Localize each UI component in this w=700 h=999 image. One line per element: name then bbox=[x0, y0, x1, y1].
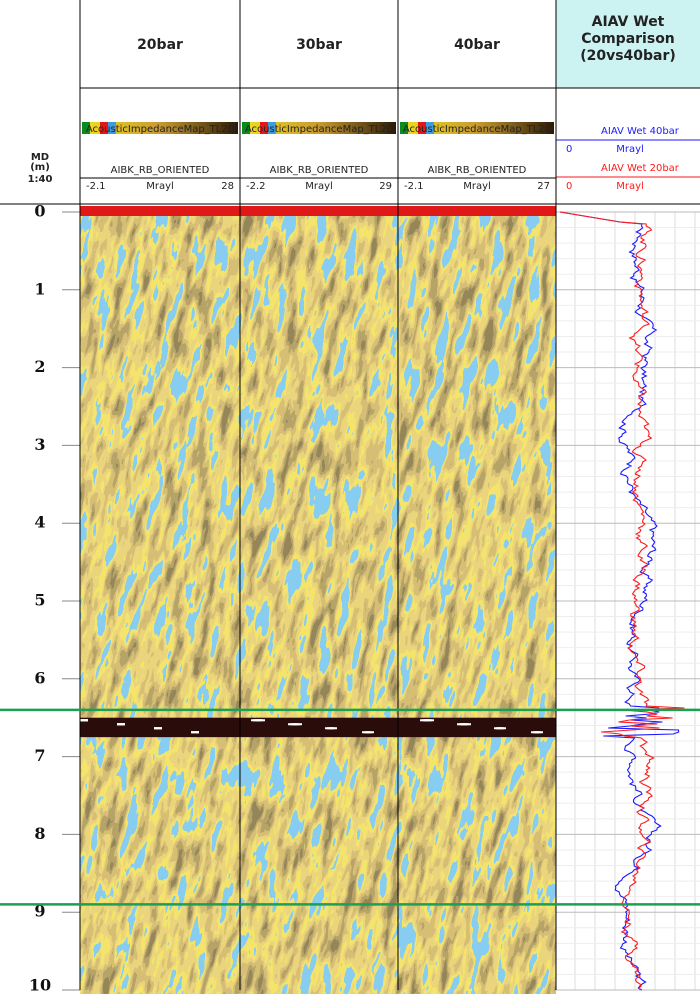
map-name: AcousticImpedanceMap_TL20 bbox=[403, 124, 551, 135]
scale-unit: Mrayl bbox=[616, 144, 644, 155]
curve-name: AIAV Wet 20bar bbox=[601, 163, 680, 174]
depth-label: 7 bbox=[34, 746, 45, 765]
scale-min: 0 bbox=[566, 181, 572, 192]
curve-name: AIBK_RB_ORIENTED bbox=[270, 165, 369, 176]
comparison-title: (20vs40bar) bbox=[580, 48, 676, 64]
gap-noise bbox=[463, 723, 471, 725]
well-log: 20bar AcousticImpedanceMap_TL20 AIBK_RB_OR… bbox=[0, 0, 700, 995]
scale-unit: Mrayl bbox=[146, 181, 174, 192]
gap-noise bbox=[154, 727, 162, 729]
scale-min: -2.2 bbox=[246, 181, 266, 192]
depth-label: 2 bbox=[34, 357, 45, 376]
gap-noise bbox=[329, 727, 337, 729]
depth-label: 8 bbox=[34, 824, 45, 843]
scale-unit: Mrayl bbox=[616, 181, 644, 192]
gap-noise bbox=[257, 719, 265, 721]
scale-max: 29 bbox=[379, 181, 392, 192]
track-title: 40bar bbox=[454, 37, 500, 53]
track-title: 20bar bbox=[137, 37, 183, 53]
top-band bbox=[398, 206, 556, 216]
scale-unit: Mrayl bbox=[463, 181, 491, 192]
gap-noise bbox=[366, 731, 374, 733]
scale-min: 0 bbox=[566, 144, 572, 155]
scale-unit: Mrayl bbox=[305, 181, 333, 192]
gap-noise bbox=[80, 719, 88, 721]
scale-max: 28 bbox=[221, 181, 234, 192]
comparison-title: Comparison bbox=[581, 31, 675, 47]
gap-noise bbox=[191, 731, 199, 733]
gap-noise bbox=[117, 723, 125, 725]
curve-name: AIBK_RB_ORIENTED bbox=[428, 165, 527, 176]
map-name: AcousticImpedanceMap_TL20 bbox=[245, 124, 393, 135]
map-name: AcousticImpedanceMap_TL20 bbox=[86, 124, 234, 135]
top-band bbox=[240, 206, 398, 216]
depth-header: (m) bbox=[30, 162, 50, 173]
scale-max: 27 bbox=[537, 181, 550, 192]
gap-noise bbox=[535, 731, 543, 733]
top-band bbox=[80, 206, 240, 216]
comparison-title: AIAV Wet bbox=[592, 14, 665, 30]
scale-min: -2.1 bbox=[404, 181, 424, 192]
curve-name: AIAV Wet 40bar bbox=[601, 126, 680, 137]
gap-noise bbox=[426, 719, 434, 721]
depth-label: 5 bbox=[34, 591, 45, 610]
track-title: 30bar bbox=[296, 37, 342, 53]
depth-label: 1 bbox=[34, 279, 45, 298]
depth-label: 4 bbox=[34, 513, 45, 532]
depth-label: 6 bbox=[34, 668, 45, 687]
depth-label: 10 bbox=[29, 976, 51, 995]
gap-noise bbox=[498, 727, 506, 729]
depth-header: 1:40 bbox=[28, 174, 53, 185]
depth-label: 3 bbox=[34, 435, 45, 454]
gap-noise bbox=[294, 723, 302, 725]
curve-name: AIBK_RB_ORIENTED bbox=[111, 165, 210, 176]
scale-min: -2.1 bbox=[86, 181, 106, 192]
